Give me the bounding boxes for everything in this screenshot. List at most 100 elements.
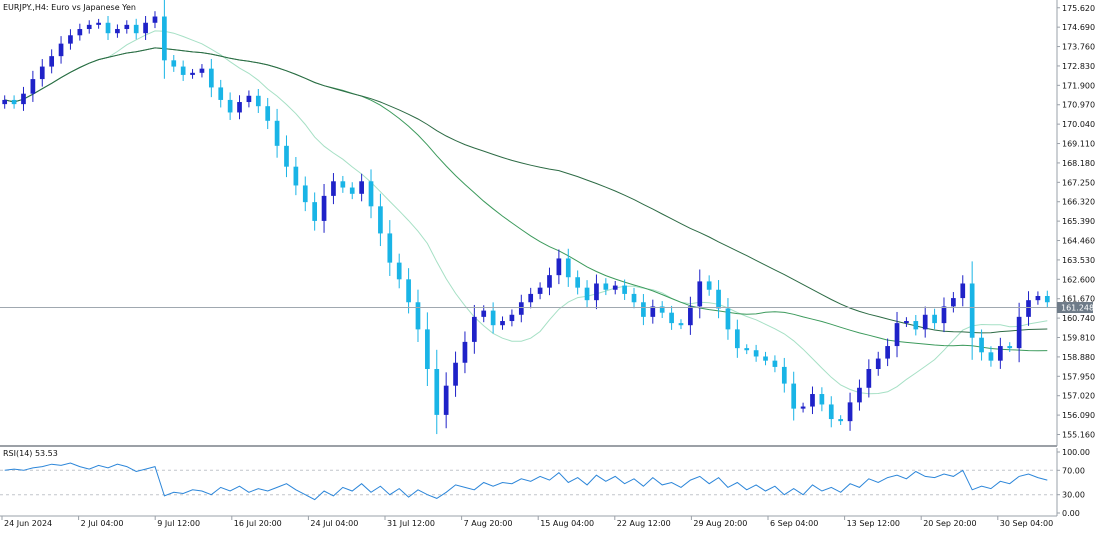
time-tick-label: 22 Aug 12:00 <box>617 519 671 528</box>
candle-body <box>951 298 956 307</box>
price-tick-label: 158.880 <box>1062 353 1095 362</box>
candle-body <box>274 120 280 146</box>
price-tick-label: 166.320 <box>1062 198 1095 207</box>
candle-body <box>828 404 834 420</box>
candle-body <box>39 66 45 80</box>
time-axis-ticks: 24 Jun 2024 2 Jul 04:00 9 Jul 12:00 16 Jul … <box>1 516 1053 528</box>
rsi-tick-label: 30.00 <box>1062 491 1085 500</box>
candle-body <box>462 341 468 363</box>
candle-body <box>190 72 195 75</box>
moving-averages <box>4 30 1048 395</box>
time-tick-label: 24 Jul 04:00 <box>310 519 358 528</box>
candle-body <box>988 352 994 361</box>
price-tick-label: 164.460 <box>1062 237 1095 246</box>
candle-body <box>49 56 55 67</box>
rsi-tick-label: 70.00 <box>1062 466 1085 475</box>
current-price-label: 161.248 <box>1061 304 1094 313</box>
time-tick-label: 20 Sep 20:00 <box>923 519 976 528</box>
current-price-badge <box>1057 302 1093 314</box>
price-tick-label: 168.180 <box>1062 159 1095 168</box>
candle-body <box>744 348 750 351</box>
chart-title: EURJPY.,H4: Euro vs Japanese Yen <box>3 3 136 12</box>
candle-body <box>321 195 327 221</box>
candle-body <box>556 258 562 276</box>
rsi-label: RSI(14) 53.53 <box>3 449 58 458</box>
candle-body <box>932 314 937 324</box>
candle-body <box>603 283 609 290</box>
rsi-panel <box>0 462 1057 501</box>
candle-body <box>237 102 242 113</box>
candle-body <box>904 321 909 324</box>
candle-body <box>115 29 120 34</box>
candle-body <box>349 187 355 194</box>
candle-body <box>584 287 590 301</box>
price-tick-label: 171.900 <box>1062 81 1095 90</box>
candle-body <box>1026 300 1031 317</box>
candle-body <box>11 99 17 105</box>
candle-body <box>1007 346 1013 349</box>
price-tick-label: 165.390 <box>1062 217 1095 226</box>
candle-body <box>378 206 383 234</box>
candle-body <box>218 87 224 100</box>
candle-body <box>631 293 637 303</box>
candle-body <box>772 360 778 367</box>
price-axis-ticks: 175.620 174.690 173.760 172.830 171.900 170.9… <box>1057 4 1095 439</box>
candle-body <box>763 356 768 361</box>
time-tick-label: 6 Sep 04:00 <box>770 519 818 528</box>
time-tick-label: 30 Sep 04:00 <box>1000 519 1053 528</box>
candle-body <box>255 95 261 107</box>
price-tick-label: 170.970 <box>1062 101 1095 110</box>
candle-body <box>180 66 186 75</box>
candle-body <box>866 369 872 388</box>
price-tick-label: 160.740 <box>1062 314 1095 323</box>
candle-body <box>1035 296 1041 301</box>
candle-body <box>490 310 496 326</box>
candle-body <box>997 346 1003 361</box>
candle-body <box>415 302 421 330</box>
candle-body <box>302 185 308 203</box>
candle-body <box>641 302 646 317</box>
candle-body <box>706 281 712 290</box>
candle-body <box>86 24 92 30</box>
candle-body <box>518 302 524 315</box>
candle-body <box>265 106 271 121</box>
candle-body <box>105 22 111 34</box>
price-tick-label: 157.950 <box>1062 372 1095 381</box>
time-tick-label: 24 Jun 2024 <box>4 519 52 528</box>
candle-body <box>913 321 919 330</box>
time-tick-label: 9 Jul 12:00 <box>157 519 200 528</box>
candle-body <box>612 285 618 290</box>
candle-body <box>575 277 581 288</box>
candle-body <box>312 202 318 221</box>
candle-body <box>30 79 36 94</box>
candle-body <box>594 283 599 301</box>
candle-body <box>396 262 402 280</box>
price-tick-label: 174.690 <box>1062 23 1095 32</box>
candle-body <box>21 93 26 105</box>
candle-body <box>246 95 252 103</box>
candle-body <box>77 29 83 36</box>
candle-body <box>359 181 364 194</box>
time-tick-label: 7 Aug 20:00 <box>464 519 513 528</box>
candle-body <box>406 279 411 303</box>
candle-body <box>152 16 158 23</box>
price-tick-label: 175.620 <box>1062 4 1095 13</box>
candle-body <box>387 233 393 263</box>
candle-body <box>537 287 543 294</box>
candle-body <box>716 289 721 309</box>
candle-body <box>471 316 477 342</box>
rsi-axis-ticks: 100.00 70.00 30.00 0.00 <box>1057 448 1090 518</box>
candle-body <box>199 68 205 73</box>
candle-body <box>678 323 684 326</box>
time-tick-label: 31 Jul 12:00 <box>387 519 435 528</box>
candle-body <box>725 308 731 330</box>
candle-body <box>669 312 674 324</box>
candle-body <box>819 394 825 405</box>
price-tick-label: 170.040 <box>1062 120 1095 129</box>
candle-body <box>124 24 130 30</box>
candle-body <box>659 306 665 313</box>
candle-body <box>133 24 139 34</box>
